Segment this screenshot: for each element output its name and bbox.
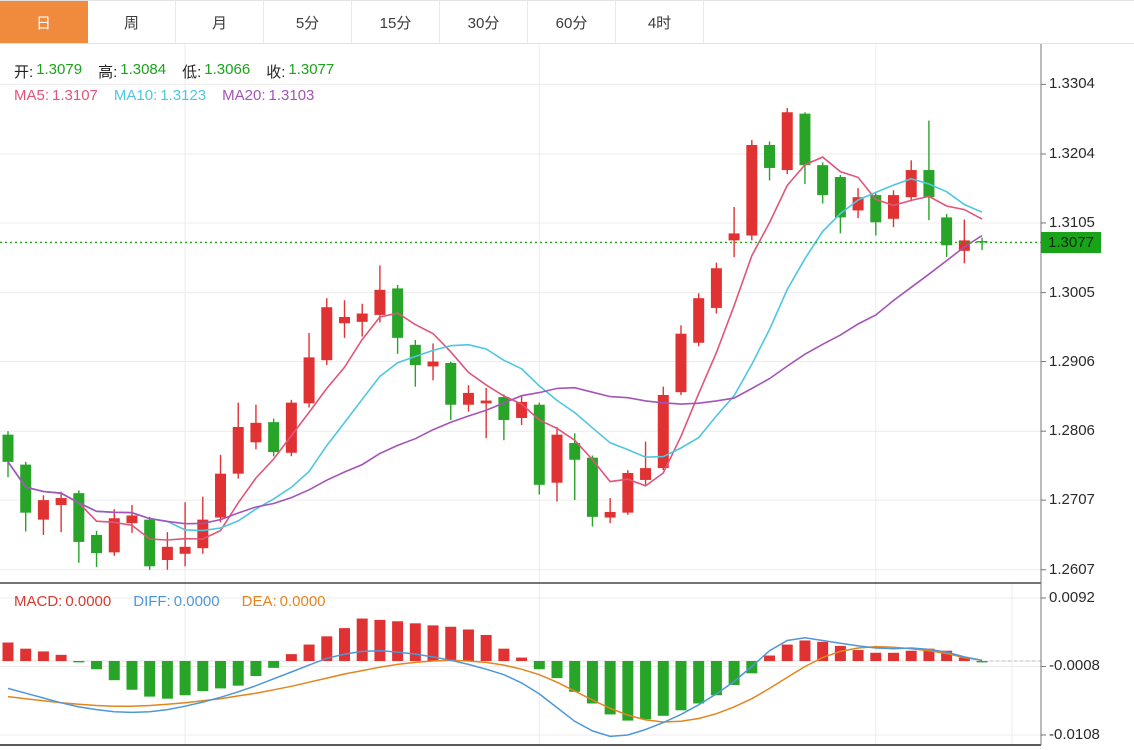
- ma20-value: 1.3103: [268, 87, 315, 104]
- current-price-tag: 1.3077: [1041, 231, 1101, 253]
- diff-label: DIFF:: [133, 593, 171, 610]
- high-value: 1.3084: [120, 61, 167, 78]
- tab-15min[interactable]: 15分: [352, 1, 440, 43]
- high-label: 高:: [98, 64, 118, 81]
- macd-axis-label: -0.0008: [1049, 657, 1100, 675]
- tab-4hour[interactable]: 4时: [616, 1, 704, 43]
- low-pair: 低: 1.3066: [182, 61, 250, 82]
- dea-pair: DEA: 0.0000: [242, 593, 326, 610]
- macd-pair: MACD: 0.0000: [14, 593, 111, 610]
- price-axis-label: 1.2707: [1049, 491, 1095, 509]
- tab-week[interactable]: 周: [88, 1, 176, 43]
- open-label: 开:: [14, 64, 34, 81]
- macd-legend: MACD: 0.0000 DIFF: 0.0000 DEA: 0.0000: [14, 593, 326, 610]
- open-value: 1.3079: [36, 61, 83, 78]
- open-pair: 开: 1.3079: [14, 61, 82, 82]
- tab-60min[interactable]: 60分: [528, 1, 616, 43]
- ohlc-legend: 开: 1.3079 高: 1.3084 低: 1.3066 收: 1.3077: [14, 61, 334, 82]
- ma20-pair: MA20: 1.3103: [222, 87, 314, 104]
- timeframe-tab-bar: 日周月 5分 15分 30分 60分 4时: [0, 0, 1134, 44]
- diff-value: 0.0000: [173, 593, 220, 610]
- ma5-pair: MA5: 1.3107: [14, 87, 98, 104]
- ma5-value: 1.3107: [52, 87, 98, 104]
- tab-5min[interactable]: 5分: [264, 1, 352, 43]
- ma-legend: MA5: 1.3107 MA10: 1.3123 MA20: 1.3103: [14, 87, 314, 104]
- macd-value: 0.0000: [65, 593, 112, 610]
- tab-day[interactable]: 日: [0, 1, 88, 43]
- price-axis-label: 1.3204: [1049, 145, 1095, 163]
- price-axis-label: 1.2806: [1049, 422, 1095, 440]
- low-value: 1.3066: [204, 61, 251, 78]
- diff-pair: DIFF: 0.0000: [133, 593, 219, 610]
- macd-axis-label: -0.0108: [1049, 725, 1100, 743]
- ma10-value: 1.3123: [160, 87, 207, 104]
- dea-value: 0.0000: [279, 593, 326, 610]
- close-pair: 收: 1.3077: [266, 61, 334, 82]
- price-axis-label: 1.2906: [1049, 352, 1095, 370]
- low-label: 低:: [182, 64, 202, 81]
- close-value: 1.3077: [288, 61, 335, 78]
- price-axis-label: 1.3005: [1049, 283, 1095, 301]
- ma10-label: MA10:: [113, 87, 158, 104]
- tab-30min[interactable]: 30分: [440, 1, 528, 43]
- price-axis-label: 1.2607: [1049, 560, 1095, 578]
- high-pair: 高: 1.3084: [98, 61, 166, 82]
- tab-month[interactable]: 月: [176, 1, 264, 43]
- price-axis-label: 1.3105: [1049, 213, 1095, 231]
- macd-label: MACD:: [14, 593, 63, 610]
- ma5-label: MA5:: [14, 87, 50, 104]
- ma10-pair: MA10: 1.3123: [114, 87, 206, 104]
- dea-label: DEA:: [241, 593, 277, 610]
- macd-axis-label: 0.0092: [1049, 588, 1095, 606]
- ma20-label: MA20:: [222, 87, 266, 104]
- close-label: 收:: [266, 64, 286, 81]
- price-axis-label: 1.3304: [1049, 75, 1095, 93]
